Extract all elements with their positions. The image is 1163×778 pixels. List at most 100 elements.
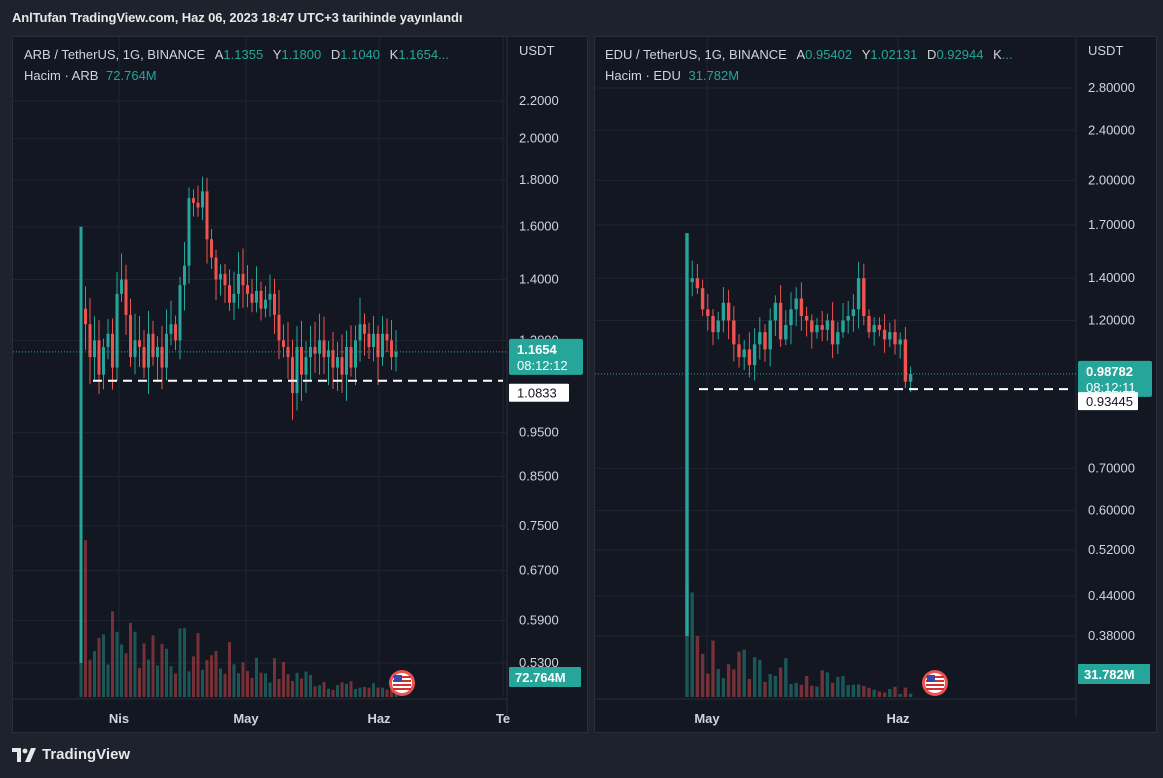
candle-body — [882, 329, 887, 340]
candle-body — [851, 309, 856, 316]
edu-volume-value: 31.782M — [688, 68, 740, 83]
volume-bar — [737, 651, 741, 697]
candle-body — [758, 332, 762, 345]
volume-bar — [133, 631, 137, 697]
time-tick-label: Haz — [886, 711, 910, 726]
candle-body — [381, 333, 384, 358]
candle-body — [129, 314, 132, 358]
candle-body — [259, 290, 263, 309]
volume-bar — [142, 643, 146, 697]
candle-body — [711, 315, 715, 333]
price-badge-countdown: 08:12:11 — [1086, 380, 1136, 395]
volume-bar — [815, 686, 819, 697]
volume-bar — [385, 689, 389, 697]
volume-bar — [88, 659, 92, 697]
candle-body — [363, 324, 366, 334]
edu-high-value: 1.02131 — [870, 47, 918, 62]
candle-body — [165, 333, 168, 368]
price-tick-label: 0.5900 — [519, 613, 559, 628]
candle-body — [376, 333, 380, 358]
candle-body — [700, 288, 705, 310]
price-tick-label: 1.4000 — [519, 271, 559, 286]
edu-chart-panel[interactable]: USDT 2.80000 2.40000 2.00000 1.70000 1.40000 1… — [594, 36, 1157, 733]
candle-body — [385, 333, 389, 341]
candle-body — [390, 340, 393, 358]
price-badge-value: 0.98782 — [1086, 364, 1133, 379]
volume-bar — [372, 683, 375, 697]
tradingview-logo-icon — [12, 747, 36, 762]
price-tick-label: 1.20000 — [1088, 312, 1135, 327]
candle-body — [273, 293, 276, 315]
candle-body — [120, 279, 123, 294]
volume-bar — [264, 673, 267, 697]
candle-body — [888, 332, 892, 340]
candle-body — [349, 346, 353, 368]
arb-symbol-title[interactable]: ARB / TetherUS, 1G, BINANCE — [24, 47, 206, 62]
us-flag-canton — [394, 675, 402, 682]
candle-body — [794, 298, 798, 310]
arb-volume-label[interactable]: Hacim · ARB — [24, 68, 99, 83]
volume-bar — [851, 684, 856, 697]
candle-body — [345, 346, 348, 375]
volume-bar — [129, 622, 132, 697]
candle-body — [84, 308, 87, 325]
arb-chart-panel[interactable]: USDT2.20002.00001.80001.60001.40001.2000… — [12, 36, 588, 733]
volume-bar — [336, 685, 339, 697]
volume-bar — [237, 673, 240, 697]
edu-open-value: 0.95402 — [805, 47, 853, 62]
volume-bar — [106, 664, 110, 697]
arb-chart-svg[interactable]: USDT2.20002.00001.80001.60001.40001.2000… — [13, 37, 589, 734]
volume-bar — [210, 655, 213, 697]
volume-bar — [286, 674, 290, 697]
candle-body — [286, 346, 290, 358]
volume-bar — [695, 636, 700, 697]
volume-bar — [246, 671, 249, 697]
price-tick-label: 1.8000 — [519, 172, 559, 187]
price-tick-label: 2.40000 — [1088, 122, 1135, 137]
candle-body — [778, 302, 783, 340]
volume-bar — [758, 659, 762, 697]
price-tick-label: 0.5300 — [519, 655, 559, 670]
level-badge-value: 0.93445 — [1086, 394, 1133, 409]
us-flag-stripe — [393, 684, 411, 686]
volume-bar — [763, 681, 767, 697]
price-tick-label: 0.38000 — [1088, 628, 1135, 643]
candle-body — [192, 198, 195, 203]
candle-body — [867, 315, 871, 333]
volume-bar — [93, 651, 96, 697]
candle-body — [223, 273, 227, 286]
arb-open-value: 1.1355 — [223, 47, 264, 62]
volume-bar — [183, 628, 186, 697]
price-tick-label: 0.7500 — [519, 518, 559, 533]
volume-bar — [381, 687, 384, 697]
price-tick-label: 0.52000 — [1088, 542, 1135, 557]
volume-bar — [322, 681, 326, 697]
edu-volume-label[interactable]: Hacim · EDU — [605, 68, 681, 83]
edu-close-value: ... — [1001, 47, 1013, 62]
volume-bar — [706, 673, 710, 697]
volume-bar — [856, 684, 861, 697]
arb-high-key: Y — [272, 47, 282, 62]
candle-body — [726, 302, 731, 321]
tradingview-logo[interactable]: TradingView — [12, 746, 130, 763]
candle-body — [367, 333, 371, 347]
volume-bar — [268, 682, 272, 697]
volume-badge-value: 72.764M — [515, 670, 566, 685]
volume-bar — [358, 687, 362, 697]
volume-bar — [872, 689, 876, 697]
volume-bar — [313, 686, 317, 697]
volume-bar — [867, 687, 871, 697]
volume-bar — [214, 651, 218, 697]
candle-body — [124, 279, 128, 315]
candle-body — [111, 333, 114, 368]
volume-bar — [178, 628, 182, 697]
price-tick-label: 1.40000 — [1088, 270, 1135, 285]
candle-body — [331, 350, 335, 368]
edu-symbol-title[interactable]: EDU / TetherUS, 1G, BINANCE — [605, 47, 787, 62]
edu-chart-svg[interactable]: USDT 2.80000 2.40000 2.00000 1.70000 1.40000 1… — [595, 37, 1158, 734]
candle-body — [255, 290, 258, 303]
price-tick-label: 0.8500 — [519, 468, 559, 483]
candle-body — [752, 344, 757, 366]
price-badge-value: 1.1654 — [517, 342, 558, 357]
volume-bar — [825, 672, 830, 697]
